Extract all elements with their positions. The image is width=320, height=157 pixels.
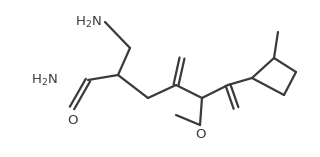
Text: H$_2$N: H$_2$N	[31, 72, 57, 88]
Text: H$_2$N: H$_2$N	[75, 14, 101, 30]
Text: O: O	[195, 128, 205, 141]
Text: O: O	[67, 114, 77, 127]
